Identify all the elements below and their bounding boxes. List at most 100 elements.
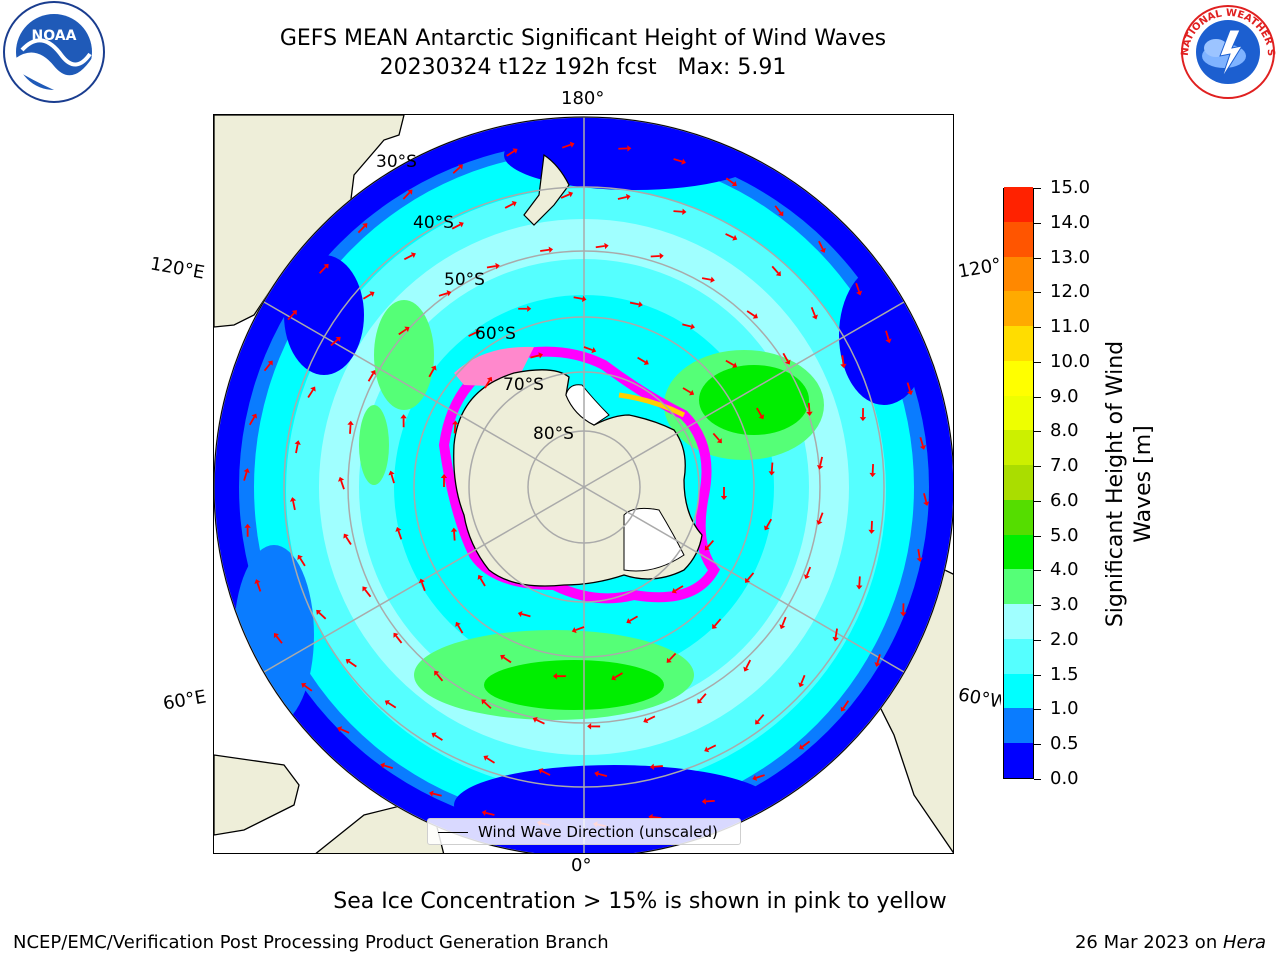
wind-vector-shaft: [451, 223, 461, 230]
title-line-2: 20230324 t12z 192h fcst Max: 5.91: [379, 55, 787, 80]
wind-vector-shaft: [705, 799, 715, 803]
wind-vector-shaft: [807, 402, 811, 412]
wind-vector-shaft: [800, 674, 806, 684]
colorbar-segment: [1004, 708, 1033, 744]
wind-vector-head: [527, 305, 532, 312]
wind-vector-head: [431, 732, 437, 738]
colorbar-segment: [1004, 673, 1033, 709]
wind-vector-head: [450, 527, 458, 532]
colorbar-segment: [1004, 638, 1033, 674]
wind-vector-head: [481, 699, 487, 705]
wind-vector-shaft: [858, 576, 861, 586]
wind-vector-shaft: [745, 659, 752, 669]
colorbar-tick-label: 3.0: [1050, 594, 1079, 616]
wind-vector-shaft: [706, 539, 715, 548]
wind-vector-head: [816, 465, 824, 470]
wind-vector-head: [666, 657, 672, 663]
colorbar-tick: [1034, 431, 1041, 433]
wind-vector-head: [832, 636, 839, 642]
wind-vector-head: [457, 164, 463, 170]
lat-label-30s: 30°S: [376, 152, 417, 172]
wind-vector-shaft: [486, 757, 496, 764]
wind-vector-head: [868, 529, 875, 534]
wind-vector-head: [820, 247, 826, 253]
wind-vector-head: [384, 700, 390, 706]
colorbar-segment: [1004, 256, 1033, 292]
wind-vector-head: [475, 329, 481, 336]
wind-vector-shaft: [755, 774, 765, 779]
wind-vector-head: [778, 210, 784, 217]
wind-vector-shaft: [842, 700, 850, 709]
credit-date-text: 26 Mar 2023 on: [1074, 932, 1223, 953]
colorbar-tick-label: 8.0: [1050, 420, 1079, 442]
wind-vector-shaft: [318, 612, 327, 620]
wind-vector-head: [840, 706, 846, 712]
wind-vector-shaft: [395, 635, 403, 644]
lat-label-80s: 80°S: [533, 424, 574, 444]
wind-vector-head: [483, 755, 489, 761]
wind-vector-shaft: [304, 684, 313, 692]
wind-vector-head: [587, 723, 592, 730]
wind-vector-shaft: [390, 474, 395, 484]
wind-vector-head: [548, 246, 554, 253]
wind-vector-head: [594, 770, 599, 778]
wind-vector-head: [369, 291, 375, 297]
wind-vector-shaft: [818, 512, 824, 522]
wind-vector-shaft: [530, 354, 540, 359]
wind-vector-head: [429, 790, 434, 797]
wind-vector-head: [452, 420, 459, 425]
wind-vector-shaft: [263, 363, 271, 372]
wind-vector-shaft: [917, 549, 921, 559]
wind-vector-head: [919, 445, 926, 450]
wind-vector-shaft: [923, 493, 928, 503]
wind-vector-head: [745, 577, 751, 583]
nws-logo-icon: NATIONAL WEATHER SERVICE: [1176, 0, 1278, 102]
wind-vector-head: [811, 314, 818, 320]
wind-vector-head: [701, 798, 706, 805]
wind-vector-shaft: [256, 582, 262, 592]
wind-vector-shaft: [782, 352, 789, 362]
wind-vector-head: [400, 414, 407, 419]
wind-vector-head: [643, 359, 649, 365]
wind-vector-head: [517, 610, 523, 618]
lon-label-60e: 60°E: [161, 686, 208, 715]
colorbar-tick-label: 9.0: [1050, 385, 1079, 407]
wind-vector-head: [495, 262, 500, 270]
colorbar-segment: [1004, 290, 1033, 327]
wind-vector-head: [511, 200, 517, 207]
wind-vector-shaft: [432, 792, 442, 797]
wind-vector-shaft: [503, 656, 512, 664]
wind-vector-shaft: [357, 225, 366, 234]
wind-vector-head: [856, 585, 863, 590]
wind-vector-shaft: [646, 715, 656, 722]
colorbar-tick-label: 10.0: [1050, 350, 1091, 372]
wind-vector-shaft: [834, 628, 838, 638]
colorbar-tick: [1034, 570, 1041, 572]
colorbar-segment: [1004, 464, 1033, 500]
wind-vector-head: [362, 586, 368, 592]
wind-vector-shaft: [398, 328, 407, 336]
wind-vector-head: [440, 474, 448, 478]
wind-vector-head: [532, 716, 538, 723]
wind-vector-shaft: [403, 254, 413, 261]
wind-wave-vectors: [243, 141, 930, 828]
wind-vector-head: [626, 618, 632, 624]
wind-vector-head: [755, 719, 761, 725]
wind-vector-shaft: [541, 770, 551, 776]
wind-vector-head: [380, 762, 386, 769]
wind-vector-shaft: [540, 248, 550, 252]
wind-vector-shaft: [453, 531, 456, 541]
wind-vector-head: [337, 726, 343, 733]
wind-vector-head: [316, 609, 322, 616]
wind-vector-head: [512, 148, 518, 154]
wind-vector-head: [720, 496, 728, 500]
lon-label-0: 0°: [571, 855, 592, 876]
wind-vector-shaft: [707, 744, 717, 751]
wind-vector-shaft: [714, 618, 722, 627]
colorbar-segment: [1004, 395, 1033, 431]
wind-vector-shaft: [299, 557, 306, 567]
wind-vector-shaft: [583, 346, 593, 351]
wind-vector-shaft: [906, 382, 911, 392]
credit-date: 26 Mar 2023 on Hera: [1075, 932, 1266, 953]
wind-vector-head: [370, 370, 376, 376]
